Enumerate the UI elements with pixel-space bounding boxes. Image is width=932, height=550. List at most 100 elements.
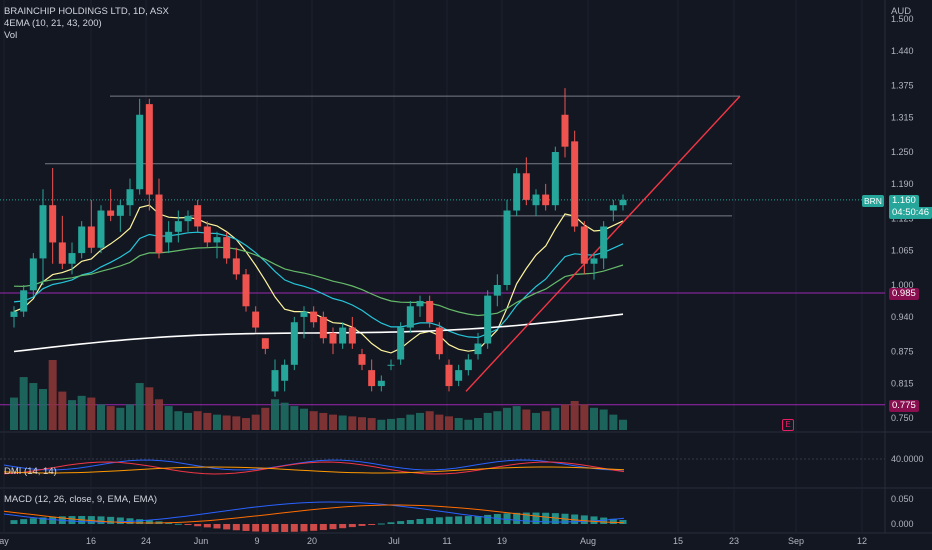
candle-body [39, 205, 47, 259]
macd-histogram-bar [416, 518, 424, 524]
candle-body [348, 327, 356, 344]
candle-body [435, 327, 443, 355]
candle-body [561, 114, 569, 147]
candle-body [542, 194, 550, 206]
macd-histogram-bar [242, 524, 250, 531]
candle-body [20, 290, 28, 312]
time-axis-label: Aug [580, 536, 596, 546]
volume-bar [570, 400, 579, 430]
macd-histogram-bar [464, 516, 472, 524]
volume-bar [280, 402, 289, 430]
volume-bar [145, 387, 154, 430]
macd-histogram-bar [503, 513, 511, 524]
candle-body [619, 199, 627, 206]
volume-bar [116, 407, 125, 430]
volume-bar [10, 397, 18, 430]
candle-body [107, 210, 115, 216]
candle-body [174, 221, 182, 232]
volume-bar [126, 404, 134, 430]
volume-bar [406, 414, 415, 430]
candle-body [223, 237, 231, 259]
candle-body [68, 253, 76, 264]
macd-histogram-bar [194, 524, 202, 527]
earnings-event-marker[interactable]: E [782, 419, 794, 431]
price-scale-label: 1.315 [891, 112, 914, 122]
candle-body [377, 380, 385, 387]
candle-body [580, 226, 588, 264]
macd-histogram-bar [387, 522, 395, 524]
macd-histogram-bar [174, 523, 182, 525]
volume-bar [155, 399, 163, 430]
candle-body [87, 226, 95, 248]
time-axis-label: ay [0, 536, 9, 546]
volume-bar [445, 416, 453, 430]
price-scale-label: 0.875 [891, 347, 914, 357]
dmi-minus-line [3, 461, 625, 475]
macd-histogram-bar [551, 513, 559, 524]
macd-histogram-bar [484, 514, 492, 524]
volume-bar [29, 383, 38, 430]
time-axis-label: Sep [788, 536, 804, 546]
last-price-tag: 1.160 [889, 195, 919, 207]
volume-bar [609, 414, 618, 430]
candle-body [358, 354, 366, 365]
macd-histogram-bar [145, 520, 153, 524]
volume-bar [580, 404, 589, 430]
time-axis-label: Jun [194, 536, 209, 546]
macd-histogram-bar [252, 524, 260, 532]
candle-body [339, 327, 347, 344]
symbol-title: BRAINCHIP HOLDINGS LTD, 1D, ASX [4, 6, 169, 17]
candle-body [416, 300, 424, 307]
macd-histogram-bar [223, 524, 231, 530]
volume-bar [512, 406, 521, 430]
macd-legend[interactable]: MACD (12, 26, close, 9, EMA, EMA) [4, 494, 158, 505]
dmi-legend[interactable]: DMI (14, 14) [4, 466, 57, 477]
volume-bar [619, 419, 627, 430]
macd-histogram-bar [310, 524, 318, 531]
volume-bar [483, 412, 492, 430]
volume-bar [599, 409, 608, 430]
candle-body [49, 205, 57, 243]
signal-line [3, 504, 625, 524]
ema-10-line [13, 204, 624, 354]
volume-bar [19, 377, 28, 430]
ema-title: 4EMA (10, 21, 43, 200) [4, 18, 102, 29]
candle-body [97, 210, 105, 248]
candle-body [387, 364, 395, 366]
volume-bar [213, 414, 221, 430]
symbol-legend[interactable]: BRAINCHIP HOLDINGS LTD, 1D, ASX [4, 6, 169, 18]
time-axis-label: 16 [86, 536, 96, 546]
volume-bar [561, 404, 569, 430]
volume-bar [474, 418, 482, 430]
candle-body [126, 189, 134, 206]
candle-body [261, 338, 269, 349]
dmi-scale-label: 40.0000 [891, 454, 924, 464]
volume-bar [396, 418, 405, 430]
candle-body [532, 194, 540, 206]
volume-bar [58, 391, 67, 430]
macd-histogram-bar [445, 516, 453, 524]
volume-bar [338, 415, 347, 430]
ema-legend[interactable]: 4EMA (10, 21, 43, 200) [4, 18, 102, 30]
volume-bar [425, 411, 434, 430]
price-scale-label: 1.190 [891, 179, 914, 189]
price-scale-label: 0.750 [891, 413, 914, 423]
price-scale-label: 1.375 [891, 81, 914, 91]
macd-histogram-bar [49, 516, 57, 524]
candle-body [609, 205, 617, 211]
volume-bar [222, 415, 231, 430]
macd-histogram-bar [329, 524, 337, 530]
macd-histogram-bar [580, 515, 588, 524]
candle-body [58, 242, 66, 264]
volume-bar [416, 412, 424, 430]
volume-bar [242, 418, 250, 430]
volume-bar [590, 407, 598, 430]
volume-legend[interactable]: Vol [4, 30, 17, 42]
volume-bar [522, 409, 531, 430]
macd-histogram-bar [97, 516, 105, 524]
volume-bar [377, 419, 386, 430]
volume-bar [135, 383, 144, 430]
adx-line [3, 466, 625, 474]
time-axis-label: Jul [388, 536, 400, 546]
